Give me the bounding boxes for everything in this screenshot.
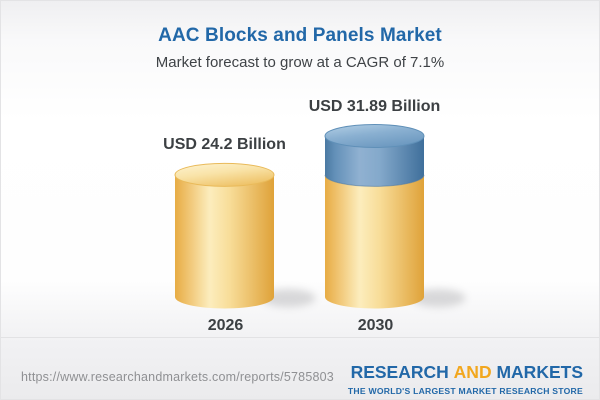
value-label-2026: USD 24.2 Billion [163, 136, 286, 154]
footer-bar: https://www.researchandmarkets.com/repor… [1, 337, 599, 399]
chart-subtitle: Market forecast to grow at a CAGR of 7.1… [155, 54, 445, 71]
value-label-2030: USD 31.89 Billion [308, 97, 441, 115]
x-tick-2026: 2026 [207, 317, 244, 334]
logo-word-and: AND [453, 362, 492, 382]
logo-wordmark: RESEARCH AND MARKETS [348, 362, 583, 382]
brand-logo: RESEARCH AND MARKETS THE WORLD'S LARGEST… [347, 362, 583, 396]
logo-word-markets: MARKETS [496, 362, 583, 382]
logo-tagline: THE WORLD'S LARGEST MARKET RESEARCH STOR… [347, 385, 583, 396]
report-url-text: https://www.researchandmarkets.com/repor… [21, 370, 334, 384]
bars-layer [174, 124, 466, 309]
chart-title: AAC Blocks and Panels Market [158, 25, 442, 46]
x-tick-2030: 2030 [357, 317, 394, 334]
logo-word-research: RESEARCH [350, 362, 449, 382]
